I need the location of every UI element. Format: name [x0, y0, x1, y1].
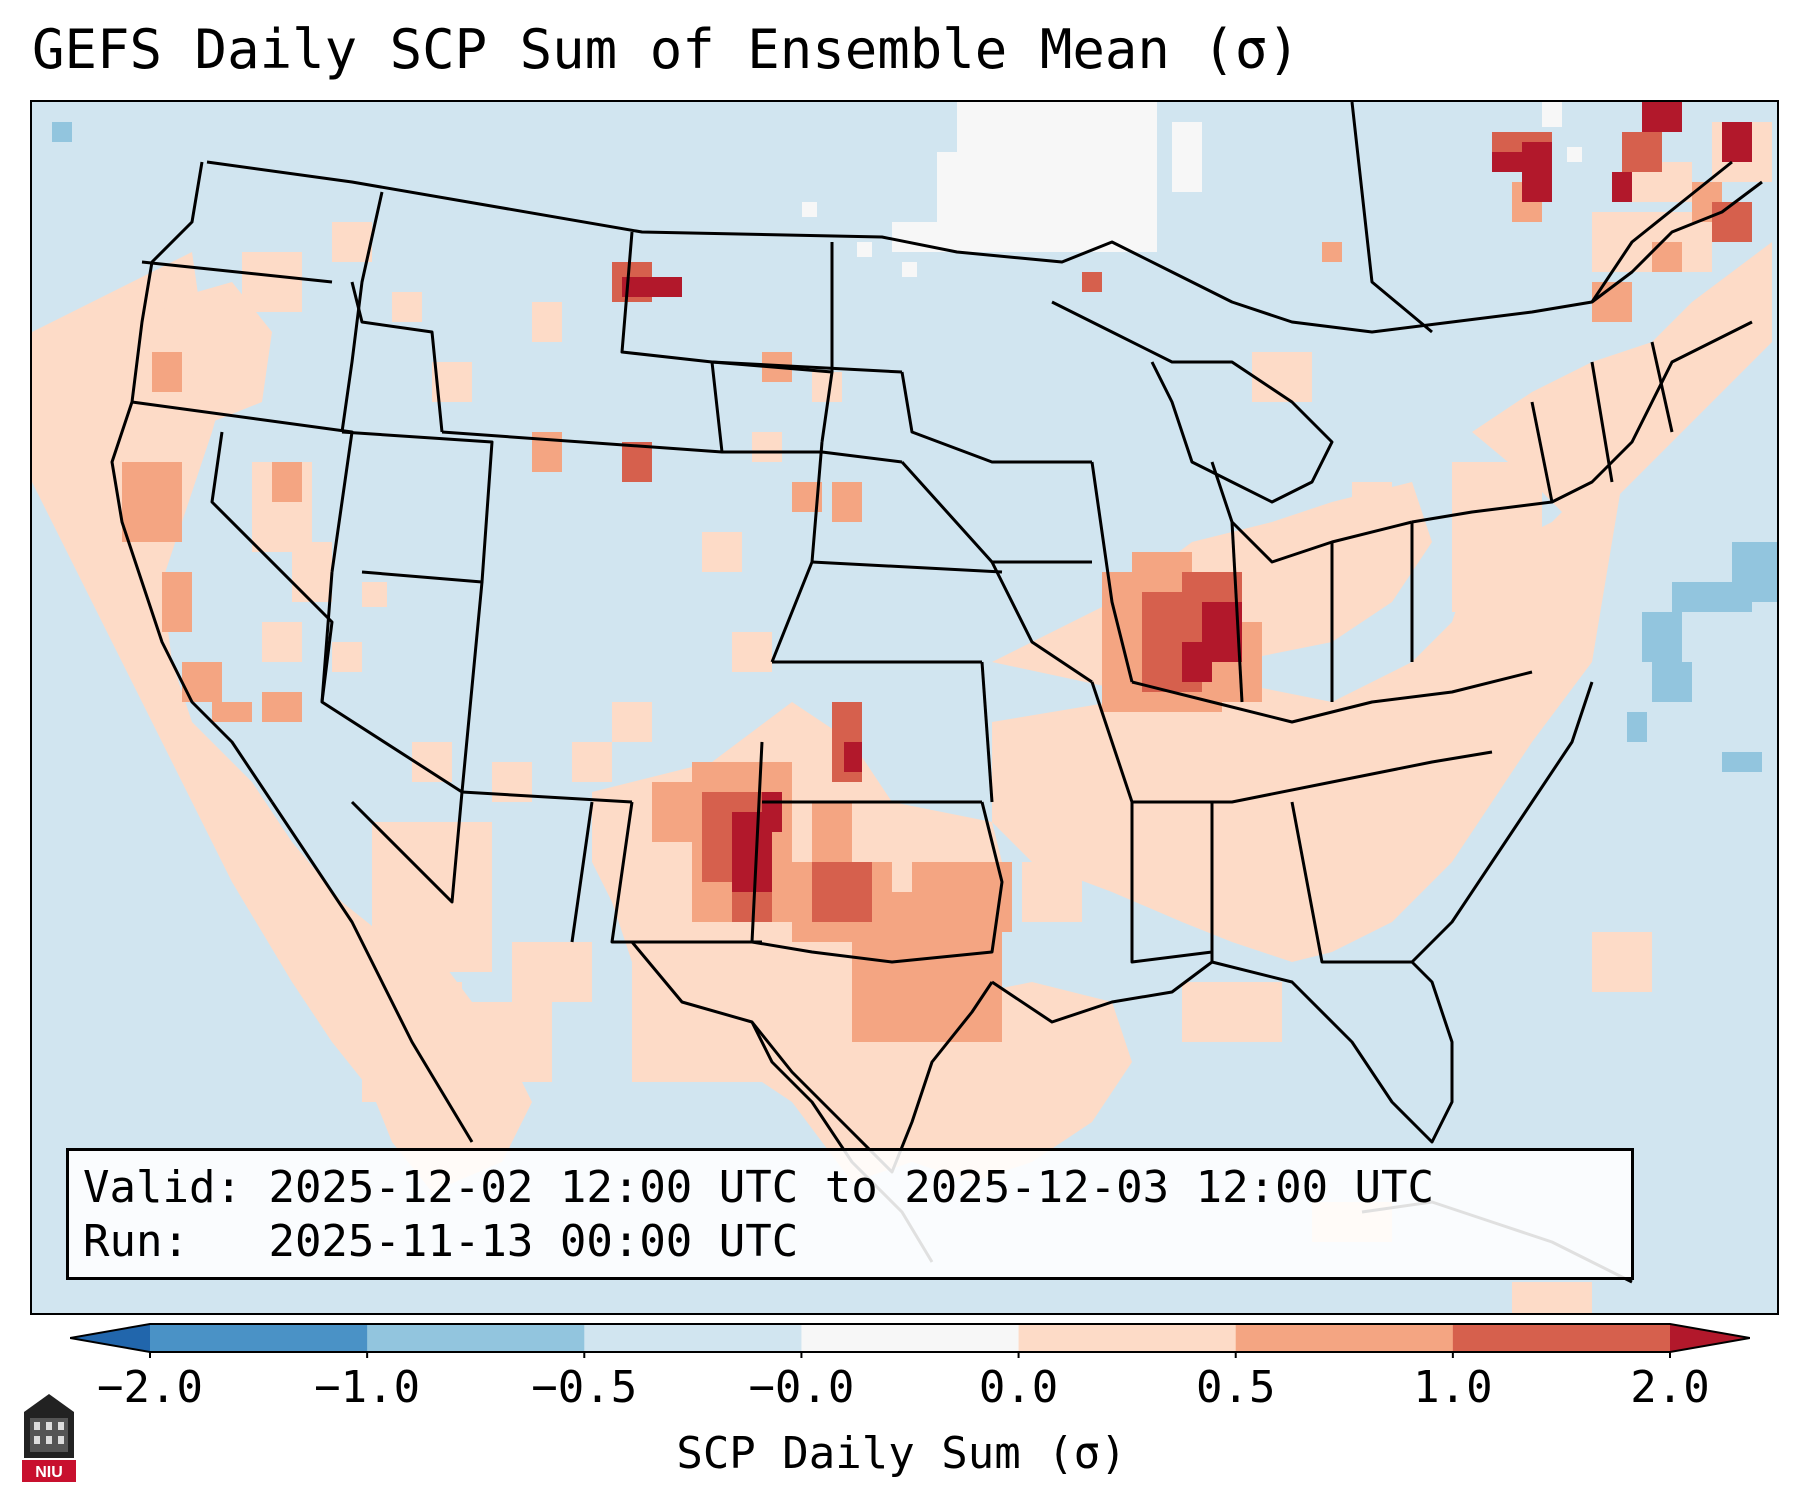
colorbar-extend-high	[1670, 1324, 1750, 1352]
colorbar-extend-low	[70, 1324, 150, 1352]
valid-run-infobox: Valid: 2025-12-02 12:00 UTC to 2025-12-0…	[66, 1148, 1634, 1280]
conus-map	[32, 102, 1777, 1313]
colorbar-tick-label: 2.0	[1630, 1362, 1710, 1413]
colorbar-tick-label: 0.0	[978, 1362, 1059, 1413]
colorbar-svg	[69, 1323, 1751, 1358]
borders	[110, 102, 1763, 1284]
colorbar-label: SCP Daily Sum (σ)	[676, 1428, 1127, 1479]
map-panel[interactable]	[30, 100, 1779, 1315]
colorbar-segment	[367, 1324, 585, 1352]
shading-negative	[52, 122, 1777, 772]
valid-value: 2025-12-02 12:00 UTC to 2025-12-03 12:00…	[268, 1162, 1435, 1213]
colorbar-segment	[801, 1324, 1020, 1352]
colorbar-segment	[1018, 1324, 1237, 1352]
colorbar-tick-label: 0.5	[1195, 1362, 1276, 1413]
svg-text:NIU: NIU	[35, 1464, 63, 1481]
colorbar-tick-label: −1.0	[314, 1362, 421, 1413]
map-title: GEFS Daily SCP Sum of Ensemble Mean (σ)	[32, 18, 1300, 81]
shading-extreme-positive	[622, 102, 1752, 892]
run-label: Run:	[83, 1216, 189, 1267]
colorbar-segment	[584, 1324, 802, 1352]
valid-label: Valid:	[83, 1162, 242, 1213]
valid-row: Valid: 2025-12-02 12:00 UTC to 2025-12-0…	[83, 1161, 1631, 1215]
colorbar-tick-label: −0.0	[748, 1362, 855, 1413]
colorbar-segment	[1235, 1324, 1454, 1352]
run-value: 2025-11-13 00:00 UTC	[268, 1216, 799, 1267]
colorbar-segment	[1452, 1324, 1671, 1352]
colorbar	[69, 1318, 1751, 1362]
niu-logo-icon: NIU	[22, 1394, 76, 1482]
run-row: Run: 2025-11-13 00:00 UTC	[83, 1215, 1631, 1269]
colorbar-tick-label: −0.5	[531, 1362, 638, 1413]
white-area-canada	[802, 102, 1582, 277]
colorbar-segment	[150, 1324, 368, 1352]
colorbar-tick-label: −2.0	[97, 1362, 203, 1413]
colorbar-tick-label: 1.0	[1413, 1362, 1493, 1413]
colorbar-tick-labels: −2.0 −1.0 −0.5 −0.0 0.0 0.5 1.0 2.0	[0, 1362, 1803, 1422]
